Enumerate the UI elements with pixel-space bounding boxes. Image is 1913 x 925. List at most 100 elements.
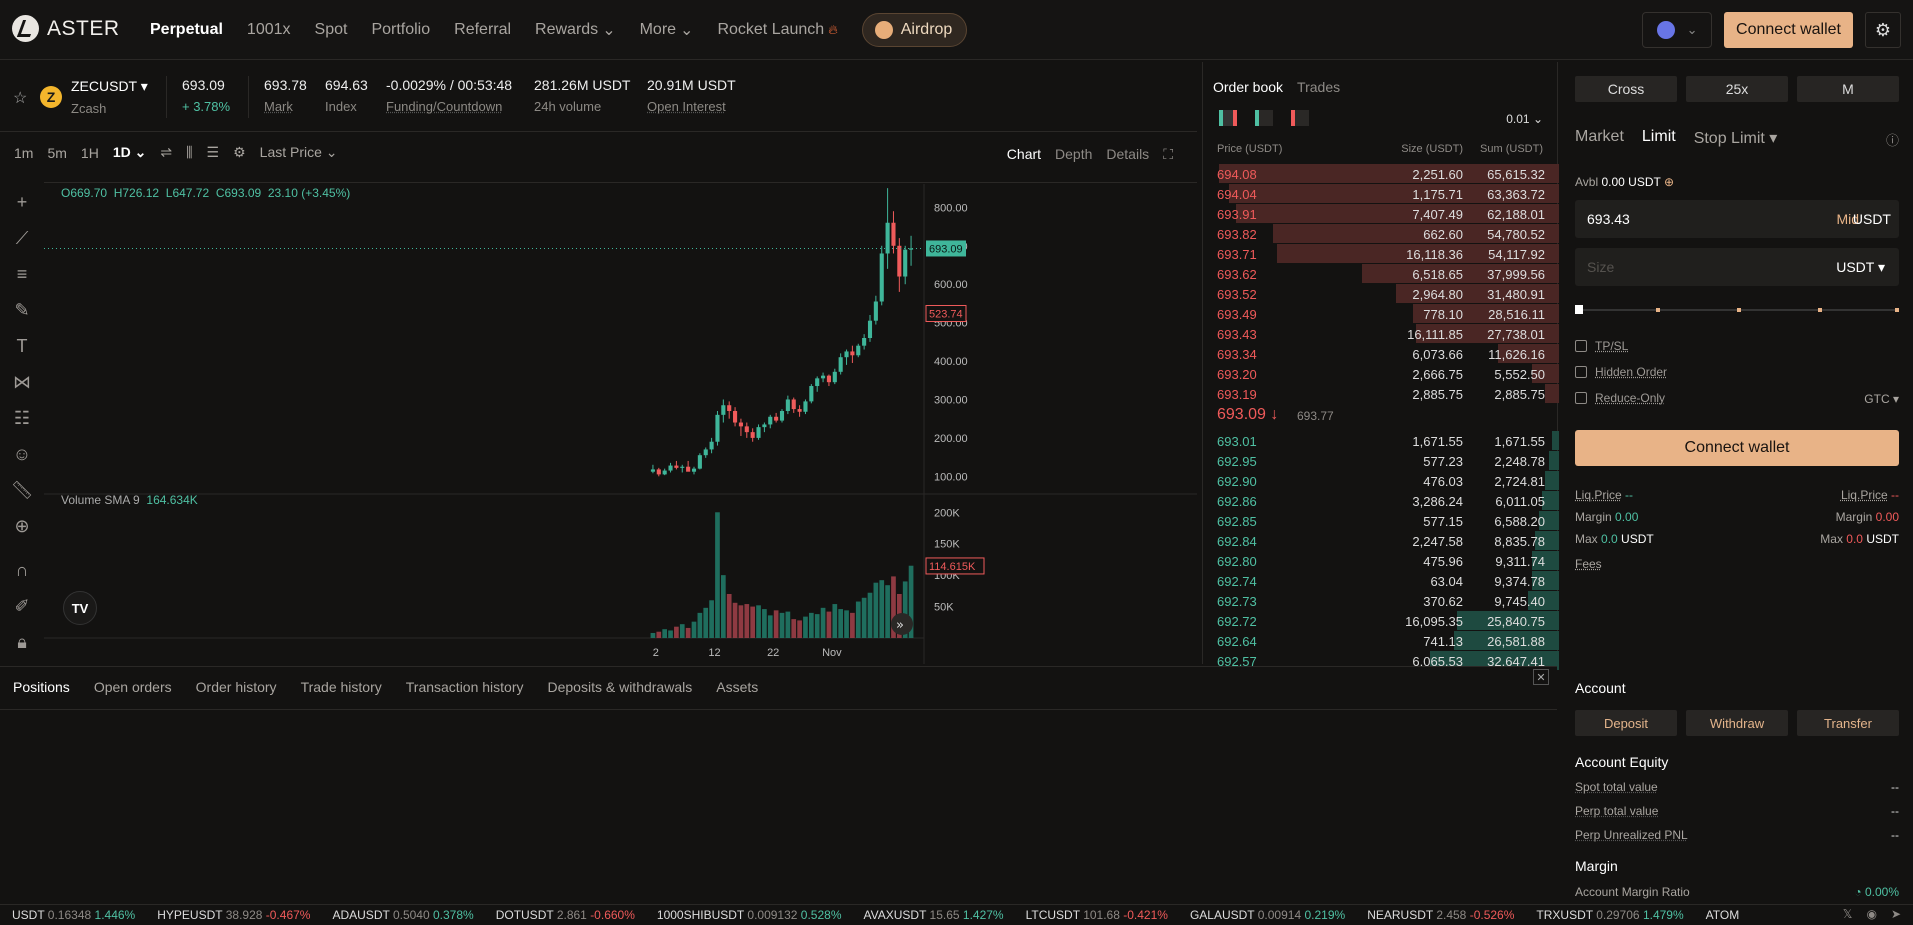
tradingview-logo-icon[interactable]: TV <box>63 591 97 625</box>
marquee-item[interactable]: USDT 0.16348 1.446% <box>12 908 136 922</box>
bids-only-view-icon[interactable] <box>1255 110 1273 126</box>
tpsl-checkbox[interactable]: TP/SL <box>1575 339 1628 353</box>
tab-order-book[interactable]: Order book <box>1213 79 1284 95</box>
templates-icon[interactable]: ☰ <box>206 144 220 160</box>
tab-deposits-withdrawals[interactable]: Deposits & withdrawals <box>547 679 693 695</box>
asks-only-view-icon[interactable] <box>1291 110 1309 126</box>
marquee-item[interactable]: AVAXUSDT 15.65 1.427% <box>863 908 1004 922</box>
margin-mode-button[interactable]: Cross <box>1575 76 1677 102</box>
marquee-item[interactable]: ATOM <box>1705 908 1740 922</box>
marquee-item[interactable]: TRXUSDT 0.29706 1.479% <box>1536 908 1684 922</box>
funding-label[interactable]: Funding/Countdown <box>386 99 503 114</box>
nav-rocket-launch[interactable]: Rocket Launch <box>717 21 825 38</box>
candle-type-icon[interactable]: ⫼ <box>186 144 193 160</box>
lock-pen-icon[interactable]: ✐ <box>14 595 30 616</box>
interval-1d[interactable]: 1D ⌄ <box>112 144 147 160</box>
text-tool-icon[interactable]: T <box>16 335 28 356</box>
network-selector[interactable]: ⌄ <box>1642 12 1713 48</box>
fib-lines-icon[interactable]: ≡ <box>16 263 28 284</box>
bid-row[interactable]: 692.95 577.23 2,248.78 <box>1203 451 1559 471</box>
both-sides-view-icon[interactable] <box>1219 110 1237 126</box>
chart-settings-icon[interactable]: ⚙ <box>233 144 246 160</box>
ask-row[interactable]: 694.04 1,175.71 63,363.72 <box>1203 184 1559 204</box>
nav-1001x[interactable]: 1001x <box>246 21 291 38</box>
bid-row[interactable]: 692.86 3,286.24 6,011.05 <box>1203 491 1559 511</box>
ask-row[interactable]: 693.43 16,111.85 27,738.01 <box>1203 324 1559 344</box>
tab-trades[interactable]: Trades <box>1297 79 1341 95</box>
marquee-item[interactable]: LTCUSDT 101.68 -0.421% <box>1025 908 1168 922</box>
trendline-icon[interactable]: ⟋ <box>15 227 29 248</box>
interval-1h[interactable]: 1H <box>80 144 99 161</box>
brand-logo[interactable]: ASTER <box>12 15 120 42</box>
bid-row[interactable]: 693.01 1,671.55 1,671.55 <box>1203 431 1559 451</box>
time-in-force-selector[interactable]: GTC ▾ <box>1864 392 1899 406</box>
zoom-in-icon[interactable]: ⊕ <box>14 515 30 536</box>
bid-row[interactable]: 692.85 577.15 6,588.20 <box>1203 511 1559 531</box>
mark-label[interactable]: Mark <box>264 99 293 114</box>
tab-market[interactable]: Market <box>1575 128 1624 145</box>
nav-portfolio[interactable]: Portfolio <box>371 21 431 38</box>
nav-spot[interactable]: Spot <box>314 21 348 38</box>
tab-stop-limit[interactable]: Stop Limit ▾ <box>1693 130 1778 147</box>
bid-row[interactable]: 692.84 2,247.58 8,835.78 <box>1203 531 1559 551</box>
deposit-button[interactable]: Deposit <box>1575 710 1677 736</box>
tab-trade-history[interactable]: Trade history <box>300 679 382 695</box>
ask-row[interactable]: 693.19 2,885.75 2,885.75 <box>1203 384 1559 404</box>
ask-row[interactable]: 693.49 778.10 28,516.11 <box>1203 304 1559 324</box>
marquee-item[interactable]: GALAUSDT 0.00914 0.219% <box>1189 908 1346 922</box>
crosshair-icon[interactable]: + <box>16 191 28 212</box>
withdraw-button[interactable]: Withdraw <box>1686 710 1788 736</box>
magnet-icon[interactable]: ∩ <box>15 559 29 580</box>
ask-row[interactable]: 693.82 662.60 54,780.52 <box>1203 224 1559 244</box>
leverage-button[interactable]: 25x <box>1686 76 1788 102</box>
tab-details[interactable]: Details <box>1106 146 1150 162</box>
interval-1m[interactable]: 1m <box>14 144 34 161</box>
nav-rewards[interactable]: Rewards <box>535 21 599 38</box>
size-input[interactable]: Size USDT ▾ <box>1575 248 1899 286</box>
emoji-icon[interactable]: ☺ <box>12 443 32 464</box>
ask-row[interactable]: 693.71 16,118.36 54,117.92 <box>1203 244 1559 264</box>
fees-link[interactable]: Fees <box>1575 557 1602 571</box>
tab-open-orders[interactable]: Open orders <box>93 679 172 695</box>
tick-size-selector[interactable]: 0.01 ⌄ <box>1506 112 1543 126</box>
order-connect-wallet-button[interactable]: Connect wallet <box>1575 430 1899 466</box>
tab-transaction-history[interactable]: Transaction history <box>405 679 524 695</box>
discord-icon[interactable]: ◉ <box>1866 907 1877 921</box>
slider-handle[interactable] <box>1575 305 1583 314</box>
bid-row[interactable]: 692.57 6,065.53 32,647.41 <box>1203 651 1559 671</box>
tab-depth[interactable]: Depth <box>1055 146 1093 162</box>
nav-referral[interactable]: Referral <box>454 21 512 38</box>
marquee-item[interactable]: HYPEUSDT 38.928 -0.467% <box>157 908 311 922</box>
fullscreen-icon[interactable]: ⛶ <box>1163 146 1173 162</box>
tab-assets[interactable]: Assets <box>716 679 759 695</box>
favorite-star-icon[interactable]: ☆ <box>13 90 28 107</box>
indicator-icon[interactable]: ⇌ <box>160 144 173 160</box>
ask-row[interactable]: 693.20 2,666.75 5,552.50 <box>1203 364 1559 384</box>
reduce-only-checkbox[interactable]: Reduce-Only <box>1575 391 1665 405</box>
telegram-icon[interactable]: ➤ <box>1890 907 1901 921</box>
transfer-button[interactable]: Transfer <box>1797 710 1899 736</box>
info-icon[interactable]: ⓘ <box>1885 133 1899 148</box>
open-interest-label[interactable]: Open Interest <box>647 99 726 114</box>
nav-more[interactable]: More <box>639 21 677 38</box>
bid-row[interactable]: 692.72 16,095.35 25,840.75 <box>1203 611 1559 631</box>
bid-row[interactable]: 692.80 475.96 9,311.74 <box>1203 551 1559 571</box>
marquee-item[interactable]: 1000SHIBUSDT 0.009132 0.528% <box>656 908 842 922</box>
hidden-order-checkbox[interactable]: Hidden Order <box>1575 365 1667 379</box>
ask-row[interactable]: 693.34 6,073.66 11,626.16 <box>1203 344 1559 364</box>
size-unit-selector[interactable]: USDT ▾ <box>1836 259 1885 275</box>
forecast-icon[interactable]: ☷ <box>13 407 31 428</box>
connect-wallet-button[interactable]: Connect wallet <box>1724 12 1853 48</box>
bid-row[interactable]: 692.74 63.04 9,374.78 <box>1203 571 1559 591</box>
airdrop-button[interactable]: Airdrop <box>861 13 968 47</box>
tab-limit[interactable]: Limit <box>1641 128 1676 145</box>
bid-row[interactable]: 692.90 476.03 2,724.81 <box>1203 471 1559 491</box>
settings-gear-icon[interactable]: ⚙ <box>1865 12 1901 48</box>
close-icon[interactable]: ✕ <box>1533 669 1549 685</box>
ask-row[interactable]: 693.62 6,518.65 37,999.56 <box>1203 264 1559 284</box>
tab-chart[interactable]: Chart <box>1006 146 1042 162</box>
marquee-item[interactable]: ADAUSDT 0.5040 0.378% <box>332 908 474 922</box>
position-mode-button[interactable]: M <box>1797 76 1899 102</box>
pattern-icon[interactable]: ⋈ <box>13 371 31 392</box>
ruler-icon[interactable]: 📏︎ <box>10 479 34 500</box>
